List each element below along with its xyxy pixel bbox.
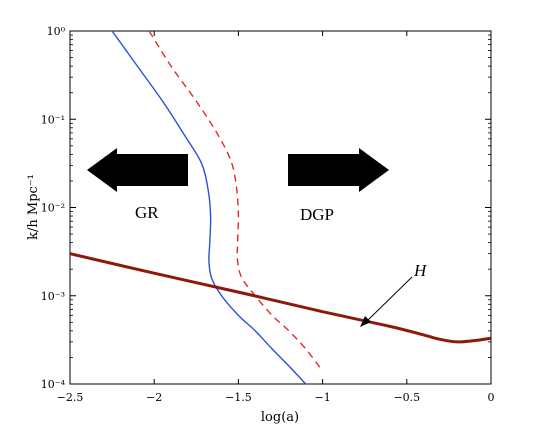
h-annotation-arrowhead	[360, 316, 371, 327]
dgp-arrow	[288, 148, 389, 192]
h-label: H	[413, 261, 428, 280]
y-axis-label: k/h Mpc⁻¹	[26, 174, 41, 240]
y-tick-label: 10⁻¹	[41, 113, 65, 126]
x-tick-label: 0	[488, 391, 495, 404]
x-tick-label: −2	[146, 391, 162, 404]
y-tick-label: 10⁰	[47, 25, 66, 38]
hubble-curve	[69, 252, 492, 344]
y-tick-label: 10⁻⁴	[41, 378, 66, 391]
x-tick-label: −0.5	[393, 391, 420, 404]
plot-area	[69, 30, 492, 385]
x-tick-label: −1	[314, 391, 330, 404]
gr-arrow	[87, 148, 188, 192]
h-annotation-line	[364, 276, 413, 324]
y-tick-label: 10⁻²	[41, 202, 65, 215]
x-axis-label: log(a)	[261, 410, 299, 425]
gr-label: GR	[135, 203, 159, 222]
y-tick-label: 10⁻³	[41, 290, 65, 303]
x-tick-label: −1.5	[225, 391, 252, 404]
x-tick-label: −2.5	[57, 391, 84, 404]
gr-threshold-curve	[111, 30, 307, 385]
dgp-label: DGP	[300, 205, 334, 224]
dgp-threshold-curve	[148, 30, 324, 372]
